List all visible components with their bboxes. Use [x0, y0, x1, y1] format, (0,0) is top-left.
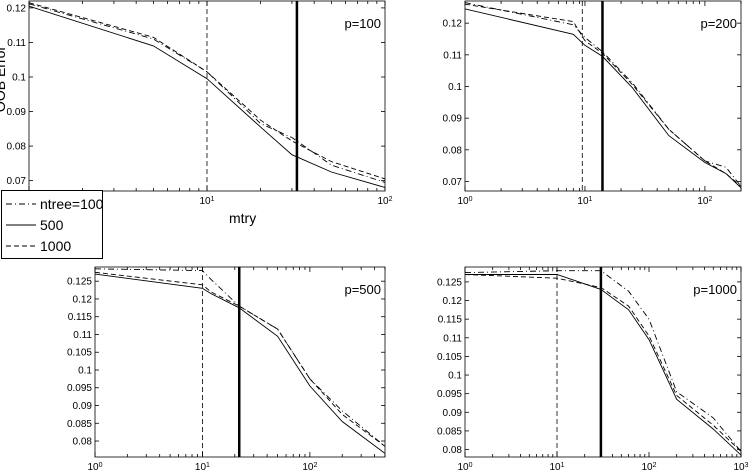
y-tick-label: 0.11: [7, 38, 26, 49]
legend-swatch-dashdot: [6, 203, 36, 205]
y-tick-label: 0.11: [443, 333, 462, 344]
panel-p500: 0.08 0.085 0.09 0.095 0.1 0.105 0.11 0.115 0.12 0…: [67, 266, 386, 474]
axes-frame: [464, 266, 742, 458]
x-tick-exponent: 3: [745, 462, 748, 469]
x-tick-exponent: 2: [653, 462, 657, 469]
panel-label: p=200: [700, 16, 737, 31]
x-tick-exponent: 1: [206, 462, 210, 469]
panel-label: p=100: [344, 16, 381, 31]
y-axis-label: OOB Error: [0, 46, 8, 112]
y-tick-label: 0.08: [443, 145, 463, 156]
panel-label: p=500: [344, 282, 381, 297]
y-tick-label: 0.105: [437, 352, 462, 363]
y-tick-label: 0.12: [443, 296, 463, 307]
x-tick-exponent: 2: [709, 196, 713, 203]
y-tick-label: 0.095: [437, 389, 462, 400]
panel-p100: 0.070.080.090.10.110.12100101102p=100OOB…: [0, 0, 393, 226]
y-tick-label: 0.07: [7, 176, 27, 187]
y-tick-label: 0.07: [443, 177, 463, 188]
x-tick-label: 100: [87, 462, 102, 474]
x-tick-label: 102: [302, 462, 317, 474]
legend: ntree=100 500 1000: [1, 190, 103, 259]
x-tick-label: 101: [577, 196, 592, 208]
series-line-dashed: [465, 274, 741, 452]
legend-entry: 1000: [2, 236, 102, 256]
x-tick-label: 103: [733, 462, 748, 474]
x-tick-label: 101: [195, 462, 210, 474]
y-tick-label: 0.08: [7, 142, 27, 153]
plot-area: [29, 1, 385, 191]
x-axis-label: mtry: [229, 210, 256, 226]
x-tick-exponent: 0: [469, 196, 473, 203]
x-tick-label: 101: [199, 196, 214, 208]
series-line-dashed: [29, 2, 385, 180]
y-tick-label: 0.1: [78, 365, 92, 376]
y-tick-label: 0.115: [438, 315, 463, 326]
y-tick-label: 0.125: [437, 277, 462, 288]
legend-label: ntree=100: [40, 196, 104, 212]
panel-p1000: 0.08 0.085 0.09 0.095 0.1 0.105 0.11 0.115 0.12 0…: [437, 266, 748, 474]
x-tick-label: 102: [697, 196, 712, 208]
y-tick-label: 0.085: [67, 419, 92, 430]
x-tick-exponent: 0: [99, 462, 103, 469]
y-tick-label: 0.09: [73, 401, 93, 412]
legend-entry: ntree=100: [2, 194, 104, 214]
y-tick-label: 0.085: [437, 426, 462, 437]
x-tick-label: 100: [457, 462, 472, 474]
series-line-dashdot: [465, 2, 741, 187]
x-tick-label: 100: [457, 196, 472, 208]
series-line-solid: [465, 8, 741, 189]
y-tick-label: 0.125: [67, 277, 92, 288]
y-tick-label: 0.1: [448, 371, 462, 382]
series-line-solid: [465, 274, 741, 456]
y-tick-label: 0.095: [67, 383, 92, 394]
x-tick-exponent: 0: [469, 462, 473, 469]
y-tick-label: 0.08: [443, 445, 463, 456]
legend-label: 500: [40, 217, 64, 233]
x-tick-exponent: 1: [589, 196, 593, 203]
x-tick-label: 102: [377, 196, 392, 208]
series-line-dashdot: [95, 268, 385, 447]
y-tick-label: 0.1: [448, 82, 462, 93]
legend-entry: 500: [2, 215, 102, 235]
x-tick-exponent: 1: [561, 462, 565, 469]
legend-swatch-dashed: [6, 245, 36, 247]
series-line-solid: [29, 5, 385, 188]
series-line-solid: [95, 273, 385, 454]
y-tick-label: 0.11: [73, 330, 92, 341]
legend-label: 1000: [40, 238, 72, 254]
x-tick-label: 101: [549, 462, 564, 474]
y-tick-label: 0.115: [68, 312, 93, 323]
y-tick-label: 0.12: [443, 19, 463, 30]
y-tick-label: 0.09: [443, 408, 463, 419]
series-line-dashdot: [465, 270, 741, 452]
y-tick-label: 0.08: [73, 437, 93, 448]
plot-area: [465, 267, 741, 457]
y-tick-label: 0.11: [443, 50, 462, 61]
y-tick-label: 0.12: [73, 294, 93, 305]
x-tick-exponent: 2: [314, 462, 318, 469]
panel-label: p=1000: [693, 282, 737, 297]
y-tick-label: 0.09: [7, 107, 27, 118]
x-tick-exponent: 2: [389, 196, 393, 203]
x-tick-label: 102: [641, 462, 656, 474]
x-tick-exponent: 1: [211, 196, 215, 203]
y-tick-label: 0.1: [12, 73, 26, 84]
plot-area: [95, 267, 385, 457]
plot-area: [465, 1, 741, 191]
y-tick-label: 0.105: [67, 348, 92, 359]
y-tick-label: 0.12: [7, 3, 27, 14]
legend-swatch-solid: [6, 224, 36, 226]
y-tick-label: 0.09: [443, 114, 463, 125]
